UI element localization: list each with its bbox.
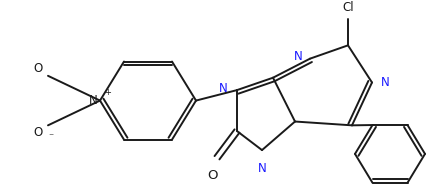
Text: N: N [219,82,227,95]
Text: N: N [381,76,390,89]
Text: O: O [33,62,42,75]
Text: N: N [293,50,302,63]
Text: N: N [258,161,266,175]
Text: +: + [104,89,111,98]
Text: O: O [207,169,217,182]
Text: ⁻: ⁻ [48,132,53,142]
Text: O: O [33,127,42,139]
Text: Cl: Cl [342,1,354,14]
Text: N: N [89,94,98,107]
